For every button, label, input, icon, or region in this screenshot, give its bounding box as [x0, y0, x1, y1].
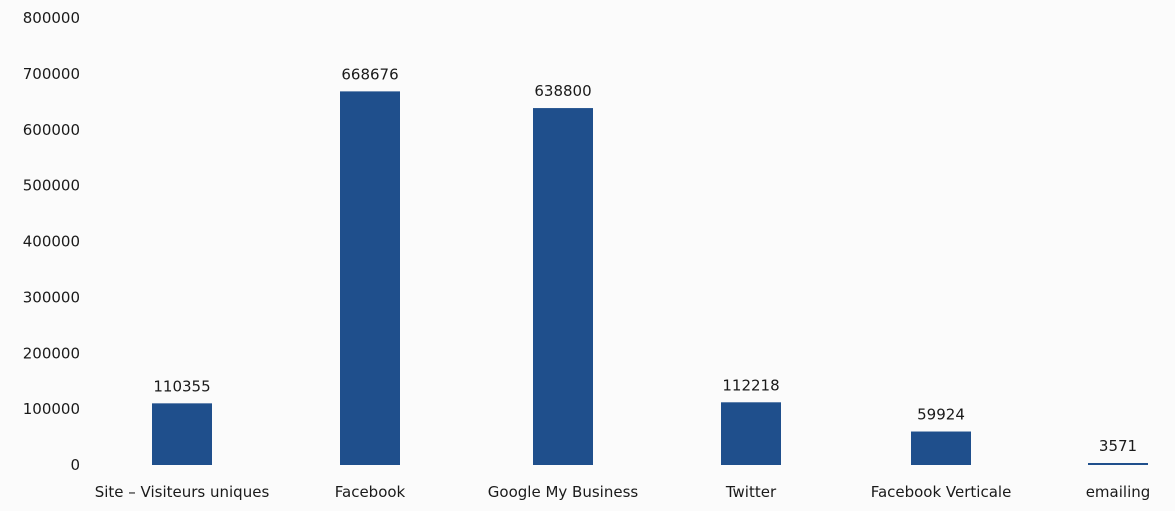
x-axis: Site – Visiteurs uniques Facebook Google M…	[95, 483, 1151, 501]
y-tick-label-0: 0	[70, 456, 80, 474]
category-label-0: Site – Visiteurs uniques	[95, 483, 270, 501]
category-label-4: Facebook Verticale	[871, 483, 1012, 501]
y-tick-label-8: 800000	[23, 9, 80, 27]
y-tick-label-7: 700000	[23, 65, 80, 83]
data-label-1: 668676	[341, 65, 398, 83]
bar-0	[152, 403, 212, 465]
category-label-2: Google My Business	[488, 483, 639, 501]
bar-1	[340, 91, 400, 465]
bar-3	[721, 402, 781, 465]
y-tick-label-6: 600000	[23, 121, 80, 139]
y-tick-label-3: 300000	[23, 288, 80, 306]
data-label-3: 112218	[722, 376, 779, 394]
data-labels-group: 110355 668676 638800 112218 59924 3571	[153, 65, 1137, 455]
bar-2	[533, 108, 593, 466]
category-label-1: Facebook	[335, 483, 406, 501]
data-label-2: 638800	[534, 82, 591, 100]
data-label-5: 3571	[1099, 437, 1137, 455]
category-label-3: Twitter	[725, 483, 777, 501]
bars-group	[152, 91, 1148, 466]
data-label-0: 110355	[153, 377, 210, 395]
category-label-5: emailing	[1086, 483, 1151, 501]
y-tick-label-4: 400000	[23, 233, 80, 251]
data-label-4: 59924	[917, 406, 965, 424]
y-tick-label-2: 200000	[23, 344, 80, 362]
bar-4	[911, 431, 971, 465]
y-tick-label-5: 500000	[23, 177, 80, 195]
y-tick-label-1: 100000	[23, 400, 80, 418]
bar-5	[1088, 463, 1148, 465]
y-axis: 0 100000 200000 300000 400000 500000 600000 700…	[23, 9, 80, 474]
